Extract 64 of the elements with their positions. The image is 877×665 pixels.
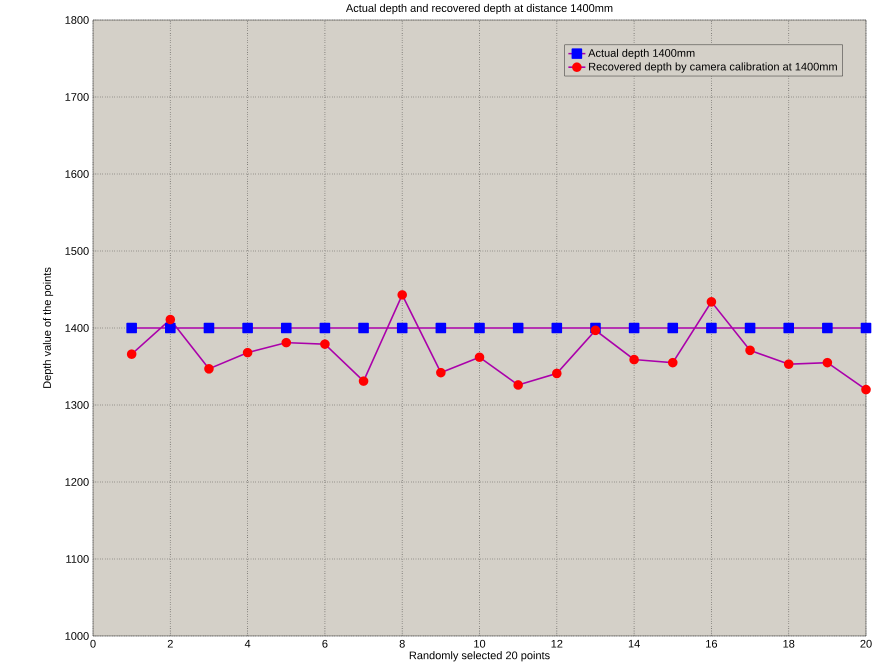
- point: [396, 322, 408, 334]
- point: [165, 322, 176, 334]
- point: [358, 376, 368, 386]
- point: [242, 322, 253, 334]
- point: [861, 384, 871, 394]
- point: [745, 345, 755, 356]
- point: [397, 290, 408, 300]
- x-tick-label: 0: [90, 640, 96, 648]
- point: [667, 322, 678, 334]
- point: [204, 322, 214, 334]
- y-tick-label: 1200: [66, 478, 89, 486]
- point: [706, 322, 717, 334]
- legend-label: Recovered depth by camera calibration at 1400mm: [589, 62, 837, 73]
- point: [166, 314, 176, 324]
- point: [668, 358, 678, 368]
- point: [744, 322, 756, 334]
- x-axis-title: Randomly selected 20 points: [410, 651, 550, 662]
- point: [552, 322, 562, 334]
- y-tick-label: 1600: [66, 170, 89, 178]
- point: [204, 364, 214, 374]
- point: [358, 322, 369, 334]
- point: [590, 325, 600, 336]
- x-tick-label: 10: [474, 640, 486, 648]
- x-tick-label: 16: [706, 640, 718, 648]
- point: [436, 368, 446, 378]
- y-tick-label: 1700: [66, 93, 89, 101]
- point: [628, 322, 640, 334]
- y-tick-label: 1800: [66, 16, 89, 24]
- point: [822, 322, 833, 334]
- x-tick-label: 20: [860, 640, 872, 648]
- point: [320, 322, 330, 334]
- point: [126, 349, 136, 359]
- point: [474, 352, 484, 362]
- legend-label: Actual depth 1400mm: [588, 48, 694, 60]
- x-tick-label: 12: [552, 640, 562, 648]
- point: [513, 380, 523, 390]
- point: [860, 322, 872, 334]
- x-tick-label: 4: [244, 640, 250, 648]
- y-axis-title: Depth value of the points: [42, 268, 54, 388]
- point: [281, 338, 292, 348]
- chart-title: Actual depth and recovered depth at distance 1400mm: [346, 4, 612, 14]
- y-tick-label: 1100: [66, 555, 89, 563]
- point: [784, 359, 794, 369]
- y-tick-label: 1000: [66, 632, 89, 640]
- point: [512, 322, 524, 334]
- point: [436, 322, 446, 334]
- x-tick-label: 8: [400, 640, 405, 648]
- y-tick-label: 1300: [66, 401, 89, 409]
- x-tick-label: 14: [628, 640, 640, 648]
- x-tick-label: 2: [168, 640, 173, 648]
- point: [242, 348, 252, 358]
- x-tick-label: 18: [783, 640, 794, 648]
- point: [822, 358, 832, 368]
- point: [126, 322, 137, 334]
- point: [706, 296, 716, 307]
- y-tick-label: 1400: [66, 324, 89, 332]
- point: [474, 322, 485, 334]
- x-tick-label: 6: [322, 640, 328, 648]
- point: [629, 354, 639, 364]
- y-tick-label: 1500: [66, 247, 89, 255]
- point: [552, 368, 562, 378]
- point: [280, 322, 292, 334]
- point: [320, 339, 330, 349]
- point: [783, 322, 794, 334]
